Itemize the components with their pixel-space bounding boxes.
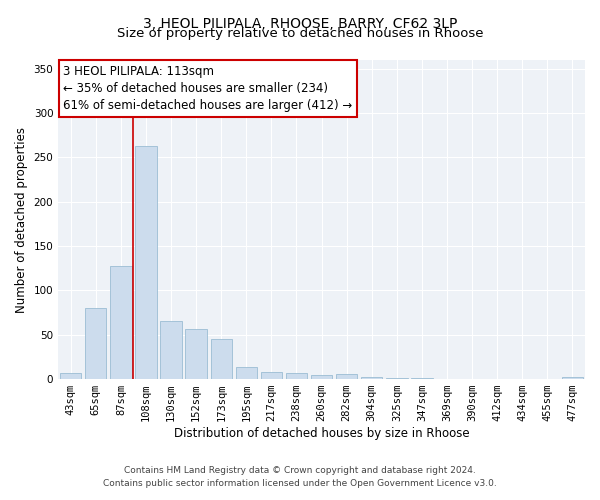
Bar [136,146,157,379]
Text: Contains HM Land Registry data © Crown copyright and database right 2024.
Contai: Contains HM Land Registry data © Crown c… [103,466,497,487]
Text: Size of property relative to detached houses in Rhoose: Size of property relative to detached ho… [117,28,483,40]
Bar [211,339,232,379]
Bar [236,366,257,379]
Text: 3, HEOL PILIPALA, RHOOSE, BARRY, CF62 3LP: 3, HEOL PILIPALA, RHOOSE, BARRY, CF62 3L… [143,18,457,32]
Bar [286,373,307,379]
Bar [60,373,82,379]
Bar [110,266,131,379]
Bar [411,378,433,379]
Bar [361,378,382,379]
Bar [386,378,407,379]
X-axis label: Distribution of detached houses by size in Rhoose: Distribution of detached houses by size … [174,427,469,440]
Bar [336,374,358,379]
Bar [562,378,583,379]
Y-axis label: Number of detached properties: Number of detached properties [15,126,28,312]
Bar [311,374,332,379]
Bar [85,308,106,379]
Bar [160,322,182,379]
Text: 3 HEOL PILIPALA: 113sqm
← 35% of detached houses are smaller (234)
61% of semi-d: 3 HEOL PILIPALA: 113sqm ← 35% of detache… [64,65,353,112]
Bar [261,372,282,379]
Bar [185,330,207,379]
